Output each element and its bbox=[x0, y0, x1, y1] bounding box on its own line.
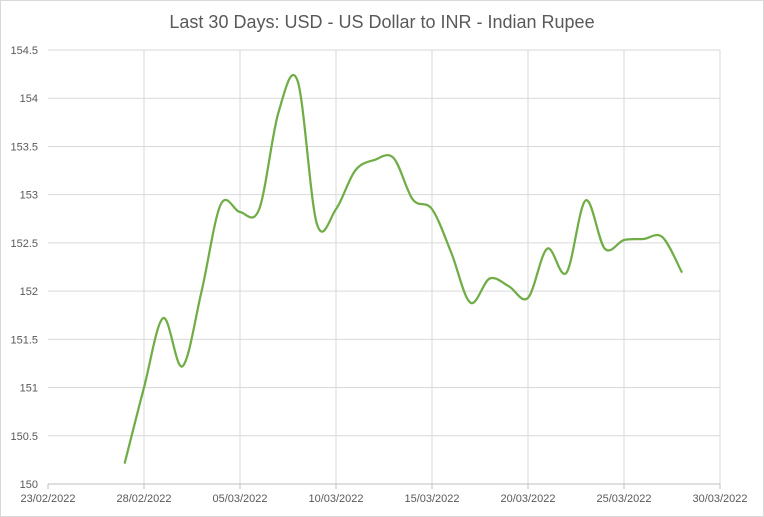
x-tick-label: 05/03/2022 bbox=[212, 493, 267, 505]
x-tick-label: 30/03/2022 bbox=[692, 493, 747, 505]
y-tick-label: 153.5 bbox=[10, 141, 38, 153]
y-tick-label: 152 bbox=[20, 286, 38, 298]
chart-title: Last 30 Days: USD - US Dollar to INR - I… bbox=[169, 12, 595, 32]
y-tick-label: 152.5 bbox=[10, 238, 38, 250]
y-tick-label: 154 bbox=[20, 93, 38, 105]
x-tick-label: 10/03/2022 bbox=[308, 493, 363, 505]
series-line bbox=[123, 73, 683, 464]
x-tick-label: 28/02/2022 bbox=[116, 493, 171, 505]
y-tick-label: 154.5 bbox=[10, 45, 38, 57]
y-tick-label: 151.5 bbox=[10, 334, 38, 346]
y-tick-label: 151 bbox=[20, 383, 38, 395]
y-tick-label: 150 bbox=[20, 479, 38, 491]
x-tick-label: 20/03/2022 bbox=[500, 493, 555, 505]
x-tick-label: 15/03/2022 bbox=[404, 493, 459, 505]
y-tick-label: 153 bbox=[20, 190, 38, 202]
x-tick-label: 25/03/2022 bbox=[596, 493, 651, 505]
y-tick-label: 150.5 bbox=[10, 431, 38, 443]
x-tick-label: 23/02/2022 bbox=[20, 493, 75, 505]
